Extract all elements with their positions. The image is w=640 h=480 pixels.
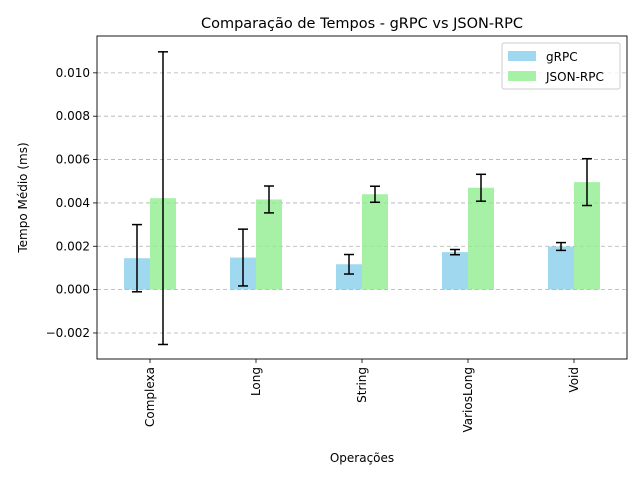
legend: gRPC JSON-RPC <box>501 42 621 90</box>
y-tick-label: 0.006 <box>56 153 90 167</box>
y-tick-label: 0.004 <box>56 196 90 210</box>
error-bar <box>370 185 380 204</box>
y-tick-label: 0.008 <box>56 109 90 123</box>
chart-title: Comparação de Tempos - gRPC vs JSON-RPC <box>201 16 523 32</box>
legend-label-grpc: gRPC <box>546 50 578 64</box>
x-tick-label: Long <box>249 367 263 396</box>
x-tick-label: String <box>355 367 369 403</box>
y-tick-label: −0.002 <box>46 326 90 340</box>
y-tick-label: 0.002 <box>56 239 90 253</box>
error-bar <box>450 248 460 256</box>
x-axis-label: Operações <box>330 451 394 465</box>
bar-grpc-varioslong <box>442 252 468 290</box>
legend-swatch-json-rpc <box>508 71 536 81</box>
x-tick-label: Complexa <box>143 367 157 427</box>
error-bar <box>556 241 566 252</box>
y-tick-label: 0.010 <box>56 66 90 80</box>
legend-label-json-rpc: JSON-RPC <box>545 70 604 84</box>
error-bar <box>344 253 354 275</box>
bar-json-rpc-long <box>256 199 282 290</box>
x-tick-label: VariosLong <box>461 367 475 433</box>
legend-swatch-grpc <box>508 51 536 61</box>
y-axis: −0.002 0.000 0.002 0.004 0.006 0.008 0.010 <box>46 66 97 340</box>
bar-json-rpc-varioslong <box>468 187 494 290</box>
error-bar <box>132 223 142 293</box>
error-bar <box>264 185 274 214</box>
y-tick-label: 0.000 <box>56 283 90 297</box>
x-axis: Complexa Long String VariosLong Void <box>143 359 581 433</box>
bar-json-rpc-string <box>362 194 388 290</box>
error-bar <box>158 51 168 346</box>
error-bars <box>132 51 592 346</box>
error-bar <box>238 228 248 287</box>
error-bar <box>582 157 592 207</box>
x-tick-label: Void <box>567 367 581 393</box>
error-bar <box>476 173 486 202</box>
y-axis-label: Tempo Médio (ms) <box>16 142 30 253</box>
bar-grpc-void <box>548 246 574 290</box>
